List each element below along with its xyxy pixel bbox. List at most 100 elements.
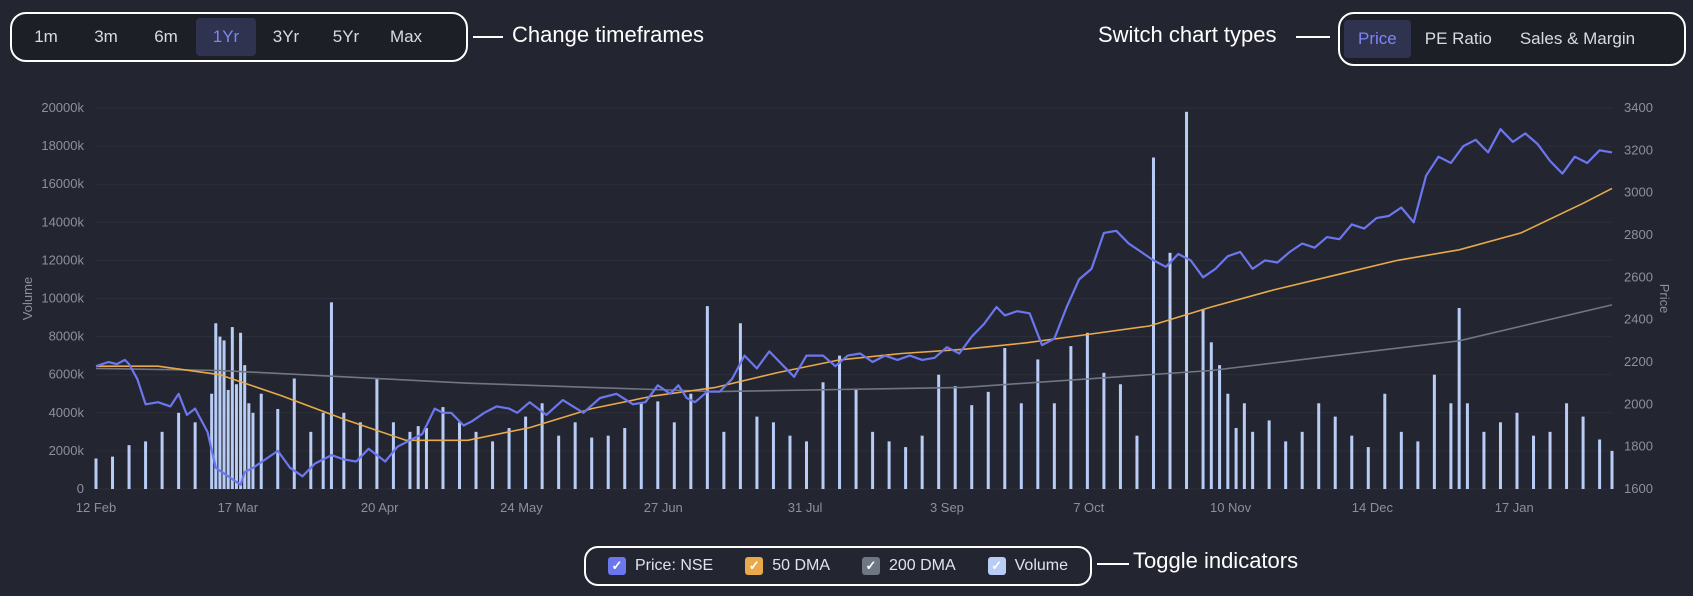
volume-bar — [821, 382, 825, 489]
x-tick-label: 10 Nov — [1210, 500, 1252, 515]
volume-bar — [656, 401, 660, 489]
volume-bar — [1383, 393, 1387, 489]
timeframe-button-1m[interactable]: 1m — [34, 27, 58, 46]
x-tick-label: 17 Mar — [218, 500, 259, 515]
volume-bar — [210, 393, 214, 489]
volume-bar — [755, 416, 759, 489]
y-right-tick-label: 3000 — [1624, 185, 1653, 200]
volume-bar — [1085, 332, 1089, 489]
chart-type-callout-line — [1296, 36, 1330, 38]
volume-bar — [1333, 416, 1337, 489]
volume-bar — [375, 378, 379, 489]
volume-bar — [391, 422, 395, 489]
volume-bar — [1482, 431, 1486, 489]
volume-bar — [639, 403, 643, 489]
chart-type-button-price[interactable]: Price — [1344, 20, 1411, 58]
checkbox-checked-icon[interactable]: ✓ — [987, 557, 1006, 575]
legend-item-volume[interactable]: ✓ Volume — [987, 557, 1068, 575]
series-line-200-dma — [95, 304, 1613, 393]
volume-bar — [94, 458, 98, 489]
checkbox-checked-icon[interactable]: ✓ — [745, 557, 764, 575]
volume-bar — [342, 412, 346, 489]
timeframe-button-5yr[interactable]: 5Yr — [332, 27, 360, 46]
y-right-tick-label: 3400 — [1624, 100, 1653, 115]
y-right-tick-label: 1600 — [1624, 481, 1653, 496]
y-left-axis-label: Volume — [20, 277, 35, 320]
y-right-tick-label: 3200 — [1624, 142, 1653, 157]
volume-bar — [1036, 359, 1040, 489]
volume-bar — [1581, 416, 1585, 489]
y-left-tick-label: 20000k — [41, 100, 84, 115]
volume-bar — [416, 426, 420, 489]
volume-bar — [239, 332, 243, 489]
volume-bar — [1069, 346, 1073, 489]
volume-bar — [1465, 403, 1469, 489]
volume-bar — [1350, 435, 1354, 489]
volume-bar — [1151, 157, 1155, 489]
indicator-legend: ✓ Price: NSE ✓ 50 DMA ✓ 200 DMA ✓ Volume — [584, 546, 1092, 586]
volume-bar — [1317, 403, 1321, 489]
timeframe-button-1yr[interactable]: 1Yr — [196, 18, 256, 56]
timeframe-button-6m[interactable]: 6m — [154, 27, 178, 46]
chart-type-button-pe-ratio[interactable]: PE Ratio — [1424, 29, 1492, 48]
volume-bar — [738, 323, 742, 489]
volume-bar — [329, 302, 333, 489]
volume-bar — [573, 422, 577, 489]
y-right-axis-label: Price — [1657, 284, 1672, 314]
volume-bar — [1300, 431, 1304, 489]
volume-bar — [160, 431, 164, 489]
x-tick-label: 3 Sep — [930, 500, 964, 515]
timeframe-button-3yr[interactable]: 3Yr — [272, 27, 300, 46]
volume-bar — [321, 412, 325, 489]
volume-bar — [424, 428, 428, 489]
y-left-tick-label: 14000k — [41, 214, 84, 229]
volume-bar — [222, 340, 226, 489]
volume-bar — [1168, 252, 1172, 489]
y-left-tick-label: 12000k — [41, 252, 84, 267]
volume-bar — [1234, 428, 1238, 489]
volume-bar — [177, 412, 181, 489]
volume-bar — [722, 431, 726, 489]
y-left-tick-label: 10000k — [41, 291, 84, 306]
volume-bar — [1598, 439, 1602, 489]
volume-bar — [193, 422, 197, 489]
volume-bar — [887, 441, 891, 489]
series-line-50-dma — [96, 187, 1613, 442]
checkbox-checked-icon[interactable]: ✓ — [861, 557, 880, 575]
price-volume-chart: 0 2000k 4000k 6000k 8000k 10000k 12000k 14000k 1… — [20, 100, 1672, 515]
checkbox-checked-icon[interactable]: ✓ — [607, 557, 626, 575]
volume-bar — [904, 447, 908, 489]
volume-bar — [458, 422, 462, 489]
x-tick-label: 27 Jun — [644, 500, 683, 515]
legend-item-50-dma[interactable]: ✓ 50 DMA — [745, 557, 830, 575]
timeframe-button-3m[interactable]: 3m — [94, 27, 118, 46]
chart-type-selector: Price PE Ratio Sales & Margin — [1338, 12, 1686, 66]
volume-bar — [1135, 435, 1139, 489]
volume-bar — [937, 374, 941, 489]
y-left-tick-label: 0 — [77, 481, 84, 496]
volume-bar — [1610, 450, 1614, 489]
volume-bar — [871, 431, 875, 489]
legend-item-200-dma[interactable]: ✓ 200 DMA — [861, 557, 956, 575]
volume-bar — [590, 437, 594, 489]
volume-bar — [854, 389, 858, 489]
volume-bar — [226, 389, 230, 489]
series-line-price-nse — [95, 128, 1613, 486]
legend-item-price-nse[interactable]: ✓ Price: NSE — [607, 557, 713, 575]
volume-bar — [986, 391, 990, 489]
y-left-tick-label: 4000k — [49, 405, 85, 420]
volume-bar — [292, 378, 296, 489]
chart-type-callout: Switch chart types — [1098, 22, 1277, 47]
volume-bar — [309, 431, 313, 489]
volume-bar — [672, 422, 676, 489]
volume-bar — [606, 435, 610, 489]
timeframe-callout: Change timeframes — [512, 22, 704, 47]
volume-bar — [251, 412, 255, 489]
chart-type-button-sales-margin[interactable]: Sales & Margin — [1519, 29, 1636, 48]
volume-bar — [1498, 422, 1502, 489]
volume-bar — [276, 408, 280, 489]
timeframe-button-max[interactable]: Max — [389, 27, 423, 46]
volume-bar — [920, 435, 924, 489]
y-right-tick-label: 2000 — [1624, 396, 1653, 411]
volume-bar — [623, 428, 627, 489]
